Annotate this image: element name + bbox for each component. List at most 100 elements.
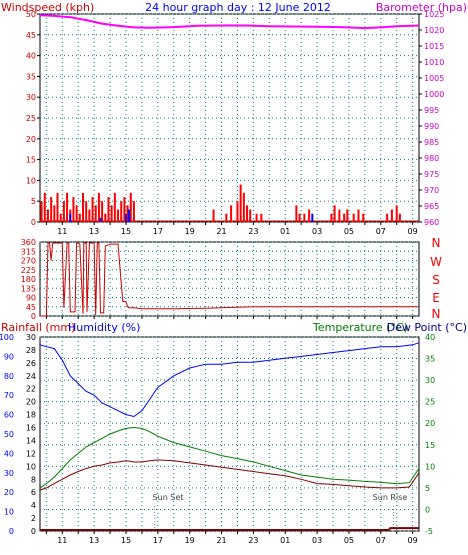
baro-y-tick-label: 975	[424, 170, 439, 179]
baro-y-tick-label: 1025	[424, 10, 444, 19]
baro-y-tick-label: 985	[424, 138, 439, 147]
x-tick-label: 19	[185, 227, 195, 236]
rainfall-y-tick-label: 12	[26, 449, 36, 458]
compass-label: N	[432, 307, 441, 321]
x-tick-label: 17	[153, 536, 163, 545]
direction-y-tick-label: 90	[26, 294, 36, 303]
x-tick-label: 23	[248, 227, 258, 236]
humidity-y-tick-label: 40	[4, 449, 14, 458]
wind-bar	[56, 192, 59, 222]
wind-bar	[123, 197, 126, 222]
baro-y-tick-label: 1020	[424, 26, 444, 35]
wind-bar	[346, 209, 349, 222]
x-tick-label: 17	[153, 227, 163, 236]
x-tick-label: 07	[376, 227, 386, 236]
wind-bar	[129, 192, 132, 222]
temperature-y-tick-label: 10	[425, 462, 435, 471]
wind-bar	[66, 192, 69, 222]
wind-bar	[343, 213, 346, 222]
temperature-y-tick-label: 15	[425, 441, 435, 450]
wind-bar	[242, 192, 245, 222]
wind-bar	[113, 192, 116, 222]
wind-bar	[303, 213, 306, 222]
rainfall-y-tick-label: 8	[31, 475, 36, 484]
baro-y-tick-label: 965	[424, 202, 439, 211]
rainfall-y-tick-label: 30	[26, 333, 36, 342]
wind-bar	[255, 213, 258, 222]
direction-y-tick-label: 315	[21, 247, 36, 256]
humidity-y-tick-label: 100	[0, 333, 14, 342]
temperature-y-tick-label: 5	[425, 484, 430, 493]
wind-bar	[338, 209, 341, 222]
wind-bar	[333, 205, 336, 222]
x-tick-label: 15	[121, 227, 131, 236]
direction-y-tick-label: 360	[21, 238, 36, 247]
x-tick-label: 15	[121, 536, 131, 545]
baro-y-tick-label: 1015	[424, 42, 444, 51]
wind-y-tick-label: 35	[26, 72, 36, 81]
baro-y-tick-label: 1010	[424, 58, 444, 67]
rainfall-y-tick-label: 28	[26, 346, 36, 355]
x-tick-label: 11	[57, 227, 67, 236]
humidity-line	[39, 342, 420, 418]
baro-y-tick-label: 995	[424, 106, 439, 115]
temperature-y-tick-label: -5	[425, 527, 433, 536]
wind-bar	[88, 209, 91, 222]
x-tick-label: 23	[248, 536, 258, 545]
wind-bar	[53, 205, 56, 222]
wind-bar	[78, 213, 81, 222]
x-tick-label: 19	[185, 536, 195, 545]
wind-bar	[107, 197, 110, 222]
wind-bar	[308, 209, 311, 222]
series-layer	[39, 14, 420, 531]
humidity-y-tick-label: 90	[4, 352, 14, 361]
x-tick-label: 01	[280, 536, 290, 545]
baro-y-tick-label: 980	[424, 154, 439, 163]
rainfall-y-tick-label: 4	[31, 501, 36, 510]
rainfall-y-tick-label: 14	[26, 436, 36, 445]
sunset-label: Sun Set	[153, 493, 184, 502]
gust-bar	[311, 213, 314, 222]
wind-bar	[85, 201, 88, 222]
wind-bar	[40, 201, 43, 222]
baro-y-tick-label: 960	[424, 218, 439, 227]
wind-bar	[398, 213, 401, 222]
humidity-y-tick-label: 0	[9, 527, 14, 536]
direction-y-tick-label: 0	[31, 312, 36, 321]
direction-y-tick-label: 45	[26, 303, 36, 312]
rainfall-line	[40, 527, 419, 531]
baro-y-tick-label: 1005	[424, 74, 444, 83]
temperature-y-tick-label: 20	[425, 419, 435, 428]
wind-bar	[75, 205, 78, 222]
wind-y-tick-label: 0	[31, 218, 36, 227]
rainfall-y-tick-label: 24	[26, 372, 36, 381]
wind-bar	[72, 197, 75, 222]
x-tick-label: 07	[376, 536, 386, 545]
wind-bar	[330, 213, 333, 222]
humidity-y-tick-label: 60	[4, 411, 14, 420]
wind-y-tick-label: 10	[26, 176, 36, 185]
dew-point-line	[39, 459, 420, 491]
x-tick-label: 03	[312, 536, 322, 545]
rainfall-y-tick-label: 26	[26, 359, 36, 368]
x-tick-label: 21	[216, 227, 226, 236]
compass-label: N	[432, 236, 441, 250]
baro-y-tick-label: 990	[424, 122, 439, 131]
rainfall-y-tick-label: 22	[26, 385, 36, 394]
wind-bar	[117, 209, 120, 222]
rainfall-y-tick-label: 16	[26, 424, 36, 433]
wind-y-tick-label: 45	[26, 31, 36, 40]
gust-bar	[124, 213, 127, 222]
wind-y-tick-label: 25	[26, 114, 36, 123]
wind-y-tick-label: 5	[31, 197, 36, 206]
x-tick-label: 05	[344, 536, 354, 545]
wind-bar	[62, 201, 65, 222]
humidity-y-tick-label: 70	[4, 391, 14, 400]
axis-ticks-layer: 11 13 15 17 19 21 23 01 03 05 07 090510152025303540…	[0, 10, 444, 545]
wind-bar	[94, 205, 97, 222]
x-tick-label: 11	[57, 536, 67, 545]
temp-humidity-panel	[39, 336, 420, 532]
wind-bar	[352, 213, 355, 222]
humidity-y-tick-label: 20	[4, 488, 14, 497]
wind-y-tick-label: 20	[26, 135, 36, 144]
